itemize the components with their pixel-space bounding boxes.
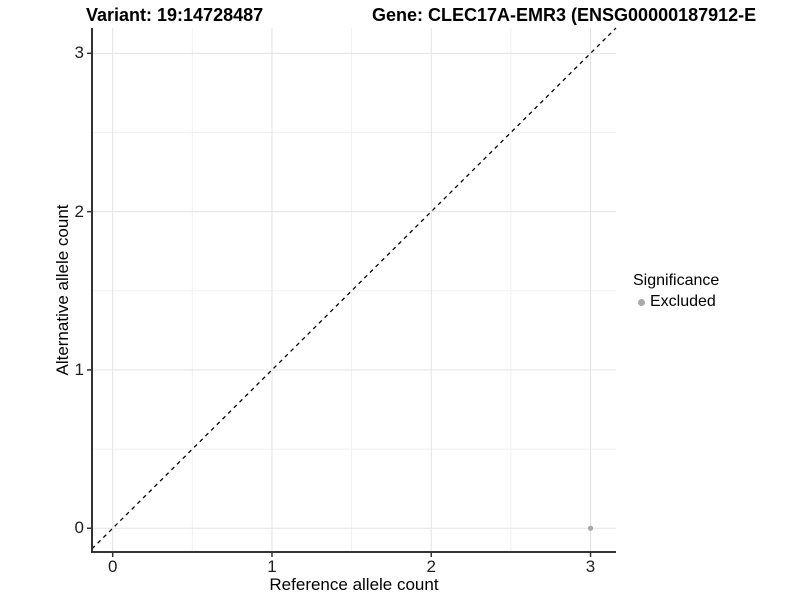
y-tick-label: 1 xyxy=(74,359,84,379)
x-tick-label: 1 xyxy=(267,557,277,576)
x-tick-label: 0 xyxy=(107,557,118,576)
identity-reference-line xyxy=(91,27,617,550)
legend-key xyxy=(633,294,649,310)
legend-items: Excluded xyxy=(633,292,719,312)
legend-item: Excluded xyxy=(633,292,719,312)
x-tick-label: 2 xyxy=(426,557,436,576)
gene-title: Gene: CLEC17A-EMR3 (ENSG00000187912-E xyxy=(372,5,757,25)
variant-title: Variant: 19:14728487 xyxy=(86,5,264,25)
legend-item-label: Excluded xyxy=(650,293,716,310)
data-point xyxy=(587,525,594,531)
y-tick-label: 3 xyxy=(74,43,84,63)
y-tick-label: 0 xyxy=(74,518,84,538)
y-tick-label: 2 xyxy=(74,201,84,221)
legend-point-icon xyxy=(637,298,645,306)
x-axis-title: Reference allele count xyxy=(269,575,439,594)
legend-title: Significance xyxy=(633,272,720,289)
legend: Significance Excluded xyxy=(633,271,719,312)
x-tick-label: 3 xyxy=(585,557,596,576)
y-axis-title: Alternative allele count xyxy=(53,204,72,376)
